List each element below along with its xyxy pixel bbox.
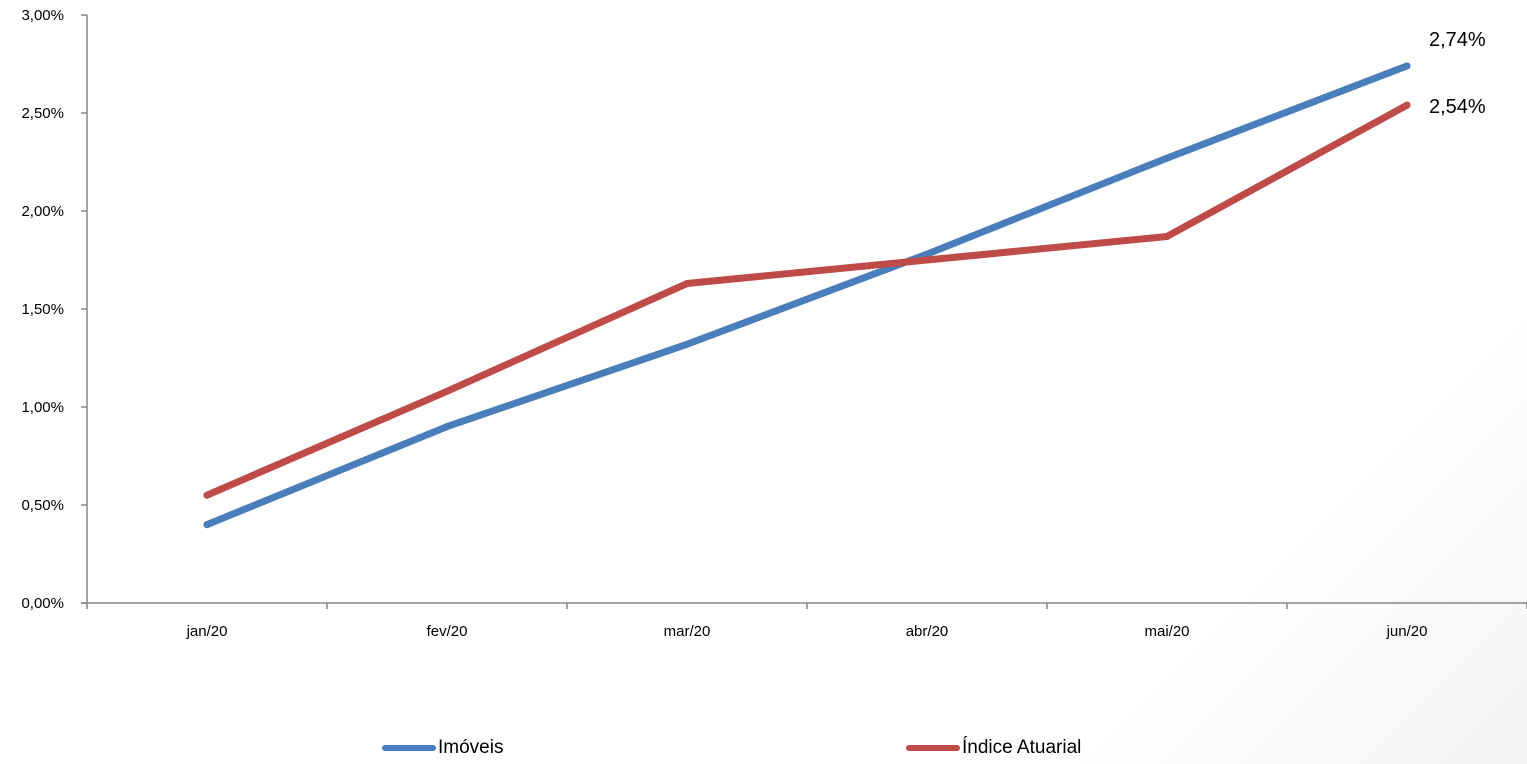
x-tick-label: jun/20 [1386,623,1428,640]
data-point [683,340,691,348]
x-tick-label: mai/20 [1144,623,1189,640]
y-tick-label: 1,00% [21,399,64,416]
y-tick-label: 1,50% [21,301,64,318]
series-line-0 [203,62,1411,529]
y-tick-label: 0,00% [21,595,64,612]
legend-label-indice-atuarial: Índice Atuarial [962,737,1082,758]
legend: Imóveis Índice Atuarial [0,736,1527,760]
series-line-1 [203,101,1411,499]
legend-item-imoveis: Imóveis [382,736,503,760]
y-tick-label: 3,00% [21,7,64,24]
data-label: 2,54% [1429,96,1486,118]
x-tick-label: fev/20 [427,623,468,640]
y-tick-label: 2,50% [21,105,64,122]
data-point [923,250,931,258]
legend-label-imoveis: Imóveis [438,737,504,758]
y-tick-label: 2,00% [21,203,64,220]
x-tick-label: jan/20 [186,623,228,640]
data-point [1163,154,1171,162]
data-label: 2,74% [1429,29,1486,51]
data-point [683,280,691,288]
legend-swatch-imoveis [382,745,436,751]
x-tick-label: mar/20 [664,623,711,640]
x-tick-label: abr/20 [906,623,949,640]
data-point [203,491,211,499]
data-point [923,256,931,264]
data-point [443,387,451,395]
data-point [1163,232,1171,240]
legend-swatch-indice-atuarial [906,745,960,751]
data-point [1403,101,1411,109]
y-tick-label: 0,50% [21,497,64,514]
legend-item-indice-atuarial: Índice Atuarial [906,736,1081,760]
data-point [203,521,211,529]
data-point [1403,62,1411,70]
data-point [443,423,451,431]
